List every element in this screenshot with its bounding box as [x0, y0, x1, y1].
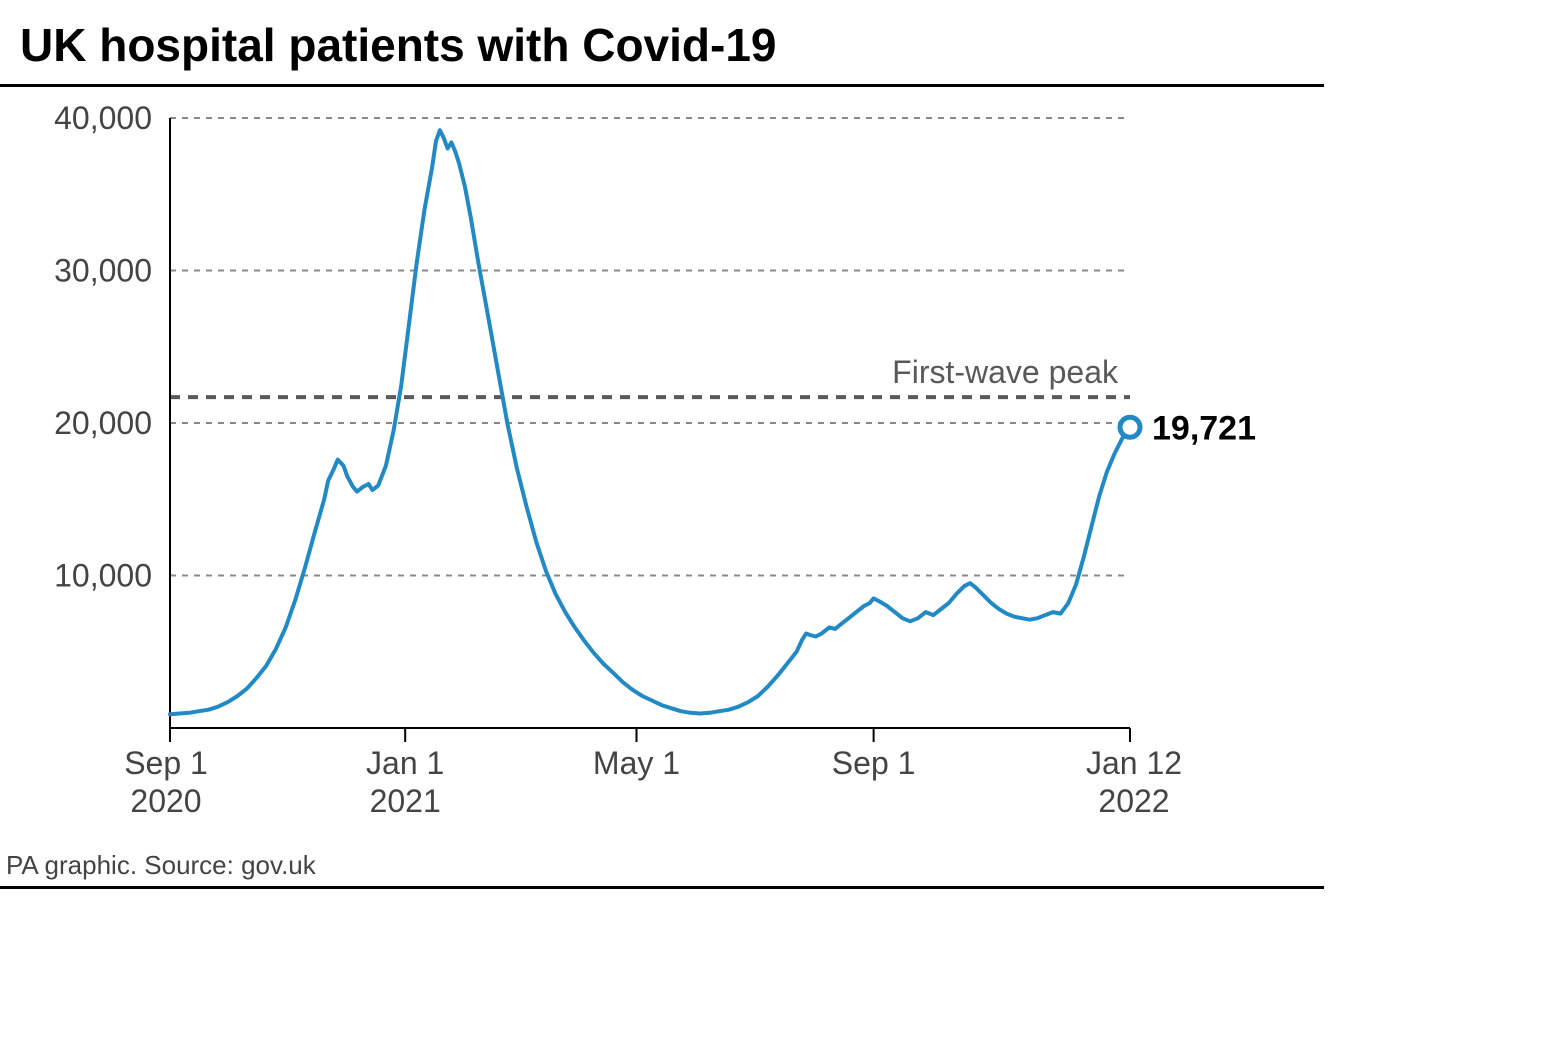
top-rule — [0, 84, 1324, 87]
x-axis-label: Jan 1 — [366, 745, 444, 781]
x-axis-year-label: 2020 — [130, 783, 201, 819]
x-axis-year-label: 2021 — [370, 783, 441, 819]
footer-source: PA graphic. Source: gov.uk — [6, 850, 316, 881]
y-axis-label: 20,000 — [54, 405, 152, 441]
x-axis-label: Sep 1 — [832, 745, 916, 781]
chart-container: 10,000 20,000 30,000 40,000 First-wave peak S… — [0, 88, 1324, 848]
x-axis-year-label: 2022 — [1098, 783, 1169, 819]
y-axis-label: 40,000 — [54, 100, 152, 136]
y-axis-label: 30,000 — [54, 253, 152, 289]
first-wave-peak-label: First-wave peak — [892, 354, 1119, 390]
x-axis-label: May 1 — [593, 745, 680, 781]
x-axis-label: Sep 1 — [124, 745, 208, 781]
chart-title: UK hospital patients with Covid-19 — [20, 18, 777, 72]
endpoint-marker — [1120, 417, 1140, 437]
endpoint-label: 19,721 — [1152, 409, 1256, 447]
bottom-rule — [0, 886, 1324, 889]
line-chart: 10,000 20,000 30,000 40,000 First-wave peak S… — [0, 88, 1324, 848]
x-axis-label: Jan 12 — [1086, 745, 1182, 781]
y-axis-label: 10,000 — [54, 558, 152, 594]
